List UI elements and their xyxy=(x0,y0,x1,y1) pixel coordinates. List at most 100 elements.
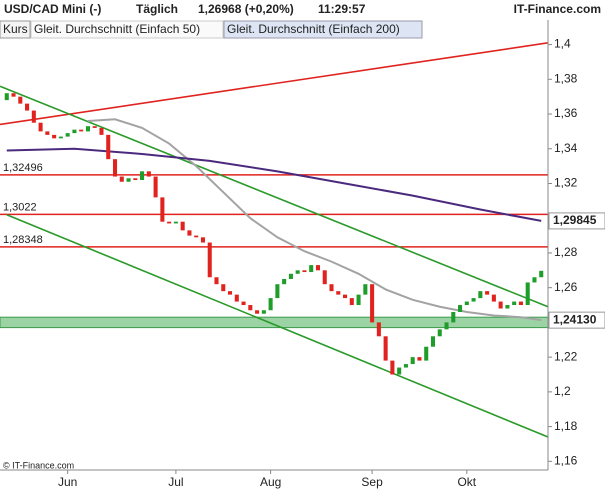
x-tick-label: Aug xyxy=(260,475,281,489)
candle xyxy=(214,277,219,285)
trendline xyxy=(0,85,548,308)
candle xyxy=(255,310,260,314)
last-value-label: 1,24130 xyxy=(553,312,597,326)
candle xyxy=(336,291,341,295)
x-tick-label: Sep xyxy=(361,475,383,489)
legend-entry: Gleit. Durchschnitt (Einfach 50) xyxy=(34,22,200,36)
candle xyxy=(424,346,429,361)
candle xyxy=(180,221,185,231)
candle xyxy=(383,336,388,361)
trendline xyxy=(0,42,548,126)
candle xyxy=(79,129,84,132)
candle xyxy=(146,171,151,177)
level-label: 1,28348 xyxy=(3,234,43,246)
x-tick-label: Jul xyxy=(168,475,183,489)
candle xyxy=(11,93,16,97)
candle xyxy=(376,322,381,337)
header-price: 1,26968 (+0,20%) xyxy=(198,2,294,16)
candle xyxy=(65,133,70,137)
header-interval: Täglich xyxy=(136,2,178,16)
candle xyxy=(282,278,287,285)
candle xyxy=(133,178,138,181)
y-tick-label: 1,28 xyxy=(554,245,578,259)
candle xyxy=(471,298,476,302)
header-time: 11:29:57 xyxy=(318,2,366,16)
candle xyxy=(207,242,212,278)
candle xyxy=(464,301,469,306)
legend-entry: Gleit. Durchschnitt (Einfach 200) xyxy=(227,22,400,36)
axes: 1,16 1,18 1,2 1,22 1,26 1,28 1,32 1,34 1,36 1,38 1… xyxy=(0,20,605,494)
candle xyxy=(126,178,131,182)
candle xyxy=(241,301,246,306)
candle xyxy=(349,298,354,306)
candle xyxy=(302,270,307,273)
copyright: © IT-Finance.com xyxy=(3,460,74,470)
candle xyxy=(397,367,402,375)
y-tick-label: 1,18 xyxy=(554,419,578,433)
y-tick-label: 1,2 xyxy=(554,384,571,398)
candle xyxy=(525,282,530,306)
last-value-box xyxy=(548,212,605,230)
candle xyxy=(58,136,63,139)
y-tick-label: 1,36 xyxy=(554,106,578,120)
candle xyxy=(309,265,314,273)
candle xyxy=(221,284,226,292)
y-tick-label: 1,34 xyxy=(554,141,578,155)
candle xyxy=(322,270,327,285)
level-label: 1,3022 xyxy=(3,201,37,213)
candle xyxy=(200,237,205,243)
candle xyxy=(478,291,483,299)
candle xyxy=(18,96,23,104)
candle xyxy=(85,126,90,132)
candle xyxy=(112,159,118,177)
candle xyxy=(512,301,517,306)
candle xyxy=(329,284,334,292)
header-title: USD/CAD Mini (-) xyxy=(4,2,101,16)
candle xyxy=(437,329,442,337)
candle xyxy=(444,322,449,330)
plot-area xyxy=(0,42,548,438)
candle xyxy=(498,301,503,309)
candle xyxy=(451,311,456,323)
candle xyxy=(390,360,395,375)
candle xyxy=(52,134,57,139)
candle xyxy=(261,310,266,314)
candle xyxy=(248,305,253,311)
candle xyxy=(410,357,415,365)
candle xyxy=(485,291,490,295)
candle xyxy=(119,176,124,182)
y-tick-label: 1,38 xyxy=(554,71,578,85)
moving-average xyxy=(87,118,542,322)
candle xyxy=(505,305,510,309)
trendline xyxy=(6,214,548,438)
candle xyxy=(430,336,436,347)
candle xyxy=(92,126,97,128)
candle xyxy=(315,265,321,271)
y-axis-panel xyxy=(548,20,605,494)
candle xyxy=(160,197,165,222)
header: USD/CAD Mini (-) Täglich 1,26968 (+0,20%… xyxy=(4,2,601,16)
candle xyxy=(356,294,361,306)
candle xyxy=(4,93,9,101)
candle xyxy=(268,298,273,311)
candle xyxy=(106,134,111,160)
legend-entry: Kurs xyxy=(3,22,28,36)
candle xyxy=(234,294,239,302)
level-label: 1,32496 xyxy=(3,162,43,174)
moving-average xyxy=(6,147,542,222)
candle xyxy=(363,284,368,295)
y-tick-label: 1,22 xyxy=(554,349,578,363)
candle xyxy=(458,305,463,312)
candle xyxy=(539,270,544,278)
candle xyxy=(25,103,30,111)
y-tick-label: 1,4 xyxy=(554,37,571,51)
candle xyxy=(45,131,50,135)
candle xyxy=(187,230,192,236)
candle xyxy=(288,273,293,279)
candle xyxy=(417,357,422,361)
y-tick-label: 1,32 xyxy=(554,176,578,190)
y-tick-label: 1,26 xyxy=(554,280,578,294)
candle xyxy=(275,284,280,299)
legend-box xyxy=(223,20,423,39)
